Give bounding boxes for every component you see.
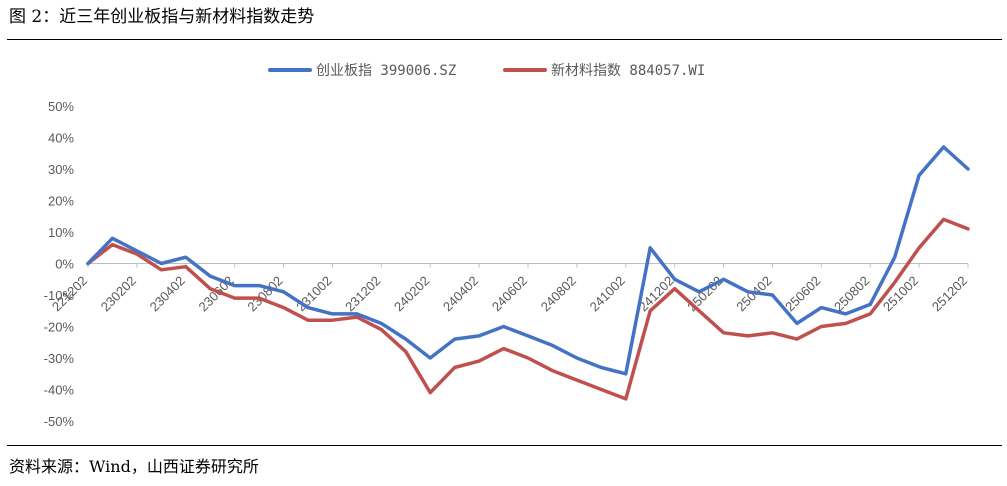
y-tick-label: -20% [44, 320, 75, 335]
x-tick-label: 240802 [538, 273, 579, 314]
x-tick-label: 240402 [440, 273, 481, 314]
x-tick-label: 241002 [587, 273, 628, 314]
y-tick-label: 50% [48, 99, 74, 114]
legend-label-new-materials: 新材料指数 884057.WI [551, 63, 705, 79]
y-tick-label: -10% [44, 288, 75, 303]
bottom-rule [7, 445, 1002, 446]
x-tick-label: 230802 [244, 273, 285, 314]
y-tick-label: 10% [48, 225, 74, 240]
y-tick-label: 0% [55, 257, 74, 272]
series-line-new-materials [86, 217, 970, 401]
x-tick-label: 250802 [831, 273, 872, 314]
x-tick-label: 240602 [489, 273, 530, 314]
y-tick-label: -30% [44, 351, 75, 366]
x-tick-label: 231202 [342, 273, 383, 314]
y-axis: 50% 40% 30% 20% 10% 0% -10% -20% -30% -40% -50% [44, 99, 75, 429]
y-tick-label: 20% [48, 194, 74, 209]
x-tick-label: 230202 [98, 273, 139, 314]
y-tick-label: 40% [48, 131, 74, 146]
x-tick-label: 230402 [147, 273, 188, 314]
x-tick-label: 250202 [684, 273, 725, 314]
x-tick-label: 251202 [929, 273, 970, 314]
chart-series [86, 145, 970, 401]
legend-label-chinext: 创业板指 399006.SZ [316, 63, 456, 79]
x-axis: 221202 230202 230402 230602 230802 231002 2312… [49, 263, 970, 314]
top-rule [7, 39, 1002, 40]
line-chart: 创业板指 399006.SZ 新材料指数 884057.WI 50% 40% 30% 2… [44, 63, 970, 429]
x-tick-label: 240202 [391, 273, 432, 314]
y-tick-label: -50% [44, 414, 75, 429]
figure-title: 图 2：近三年创业板指与新材料指数走势 [9, 7, 315, 27]
chart-legend: 创业板指 399006.SZ 新材料指数 884057.WI [268, 63, 705, 79]
source-note: 资料来源：Wind，山西证券研究所 [9, 457, 259, 476]
x-tick-label: 250602 [782, 273, 823, 314]
series-line-chinext [86, 145, 970, 376]
y-tick-label: -40% [44, 383, 75, 398]
y-tick-label: 30% [48, 162, 74, 177]
